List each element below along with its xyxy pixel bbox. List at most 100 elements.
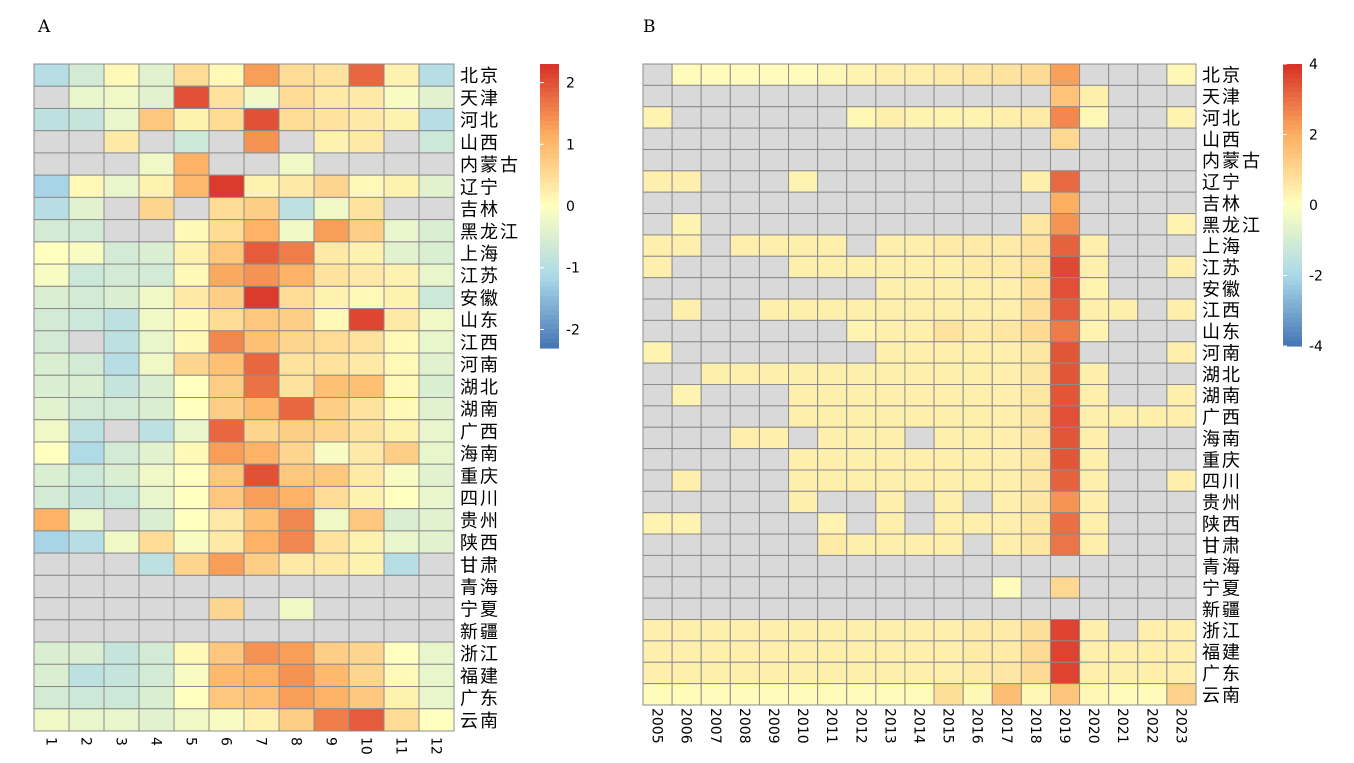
column-label: 2011 [823,708,839,744]
heatmap-cell [729,448,760,471]
heatmap-cell [875,255,906,279]
heatmap-cell [788,84,819,108]
heatmap-cell [1137,127,1168,150]
heatmap-cell [1049,170,1081,193]
heatmap-cell [173,419,210,443]
column-label: 6 [218,737,234,746]
heatmap-cell [383,374,420,398]
legend-color-step [540,229,559,235]
heatmap-cell [875,597,906,621]
heatmap-cell [1166,84,1197,108]
heatmap-cell [1020,576,1051,599]
heatmap-cell [788,106,819,129]
heatmap-cell [758,554,790,578]
heatmap-cell [1020,640,1051,663]
heatmap-cell [1049,298,1081,321]
heatmap-cell [68,241,105,265]
heatmap-cell [933,533,964,556]
heatmap-cell [846,106,877,129]
column-label: 2006 [678,708,694,744]
heatmap-cell [788,63,819,86]
heatmap-cell [208,441,245,465]
heatmap-cell [933,469,964,492]
heatmap-cell [33,241,70,265]
heatmap-cell [1108,512,1139,535]
heatmap-cell [1108,106,1139,129]
heatmap-cell [933,384,964,407]
heatmap-cell [313,219,350,243]
legend-color-step [540,168,559,174]
heatmap-cell [68,508,105,532]
heatmap-cell [991,148,1022,172]
heatmap-cell [68,619,105,643]
heatmap-cell [671,277,702,300]
heatmap-cell [788,127,819,150]
heatmap-cell [313,463,350,487]
heatmap-cell [758,277,790,300]
heatmap-cell [904,576,935,599]
row-label: 河南 [460,355,500,376]
heatmap-cell [817,597,848,621]
legend-color-step [540,187,559,193]
heatmap-cell [1108,661,1139,685]
heatmap-cell [817,148,848,172]
heatmap-cell [278,174,315,198]
heatmap-cell [1108,576,1139,599]
heatmap-cell [1079,469,1110,492]
heatmap-cell [962,255,993,279]
heatmap-cell [208,285,245,310]
heatmap-cell [671,640,702,663]
legend-tick-label: 2 [1309,128,1318,144]
legend-color-step [540,248,559,254]
heatmap-cell [138,463,175,487]
heatmap-cell [1137,405,1168,428]
heatmap-cell [418,174,455,198]
column-label: 2018 [1027,708,1043,744]
heatmap-cell [348,530,385,554]
row-label: 上海 [1202,237,1242,258]
heatmap-cell [1108,213,1139,236]
row-label: 四川 [460,489,500,510]
heatmap-cell [729,298,760,321]
heatmap-cell [138,552,175,576]
heatmap-cell [383,708,420,732]
heatmap-cell [933,426,964,450]
heatmap-cell [313,263,350,287]
heatmap-cell [904,170,935,193]
row-label: 新疆 [1202,600,1242,621]
heatmap-cell [1079,619,1110,642]
heatmap-cell [33,485,70,510]
row-label: 河南 [1202,343,1242,364]
heatmap-cell [243,708,280,732]
heatmap-cell [817,469,848,492]
heatmap-cell [1049,619,1081,642]
heatmap-cell [817,319,848,343]
column-label: 2007 [707,708,723,744]
row-label: 湖南 [460,400,500,421]
legend-color-step [540,329,559,335]
heatmap-cell [1049,597,1081,621]
legend-color-step [1283,308,1302,314]
heatmap-cell [68,574,105,599]
heatmap-cell [671,576,702,599]
legend-color-step [1283,322,1302,328]
heatmap-cell [700,106,731,129]
heatmap-cell [904,512,935,535]
heatmap-cell [788,234,819,257]
row-label: 吉林 [1202,194,1242,215]
heatmap-cell [904,554,935,578]
heatmap-cell [729,384,760,407]
heatmap-cell [962,490,993,514]
heatmap-cell [103,196,140,221]
heatmap-cell [383,552,420,576]
heatmap-cell [278,419,315,443]
legend-color-step [540,87,559,93]
heatmap-cell [313,597,350,621]
heatmap-cell [348,130,385,154]
heatmap-cell [278,241,315,265]
heatmap-cell [68,219,105,243]
heatmap-cell [1079,213,1110,236]
heatmap-cell [729,661,760,685]
legend-color-step [1283,313,1302,319]
heatmap-cell [846,469,877,492]
